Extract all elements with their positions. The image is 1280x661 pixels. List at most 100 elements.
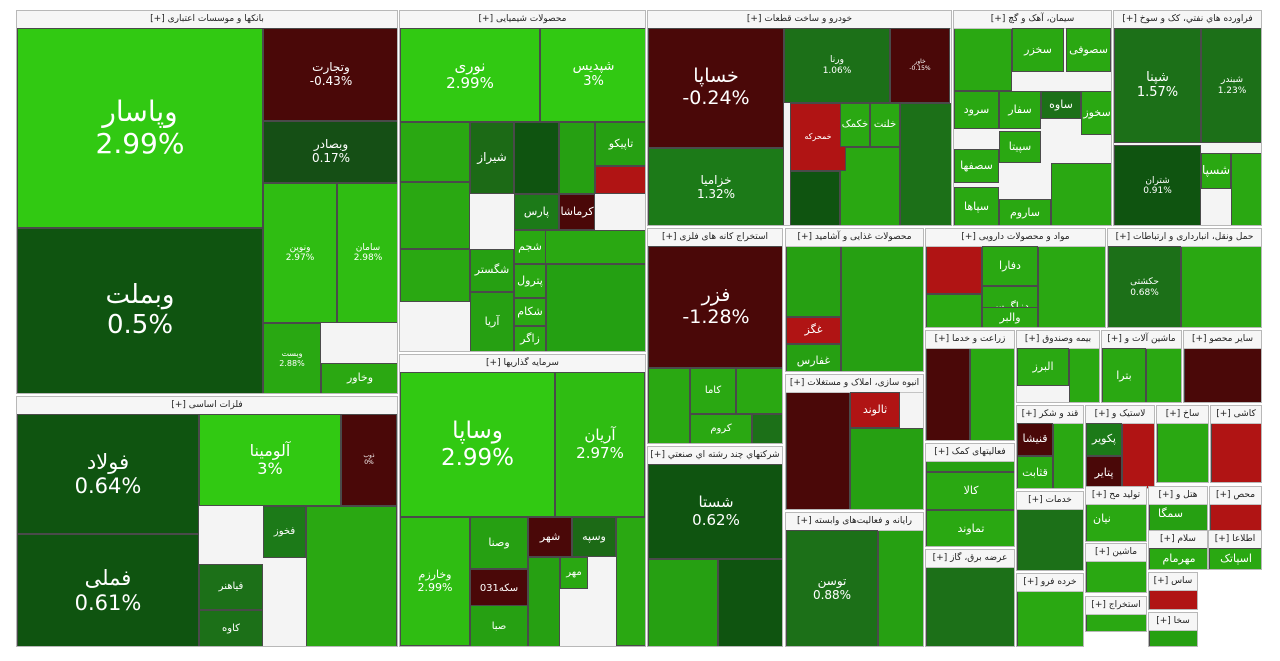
stock-tile[interactable]: خلنت [870, 103, 900, 147]
stock-tile[interactable]: پکویر [1086, 423, 1122, 456]
stock-tile[interactable]: توسن 0.88% [786, 530, 878, 646]
sector-24[interactable]: کاشی [+] [1210, 405, 1262, 483]
stock-cell[interactable] [306, 506, 397, 646]
stock-cell[interactable] [790, 171, 840, 225]
sector-10[interactable]: مواد و محصولات دارویی [+]دفارادزاگرسوالب… [925, 228, 1106, 328]
stock-cell[interactable] [400, 122, 470, 182]
stock-cell[interactable] [752, 414, 782, 443]
stock-tile[interactable]: مهر [560, 557, 588, 589]
sector-header[interactable]: ساس [+] [1149, 573, 1197, 591]
stock-tile[interactable]: وخاور [321, 363, 397, 393]
stock-tile[interactable]: کاوه [199, 610, 263, 646]
stock-tile[interactable]: تماوند [926, 510, 1014, 546]
stock-cell[interactable] [1038, 246, 1105, 327]
stock-tile[interactable]: ثالوند [850, 392, 900, 428]
stock-cell[interactable] [1086, 504, 1146, 541]
stock-cell[interactable] [1069, 348, 1099, 402]
stock-cell[interactable] [1086, 561, 1146, 592]
stock-tile[interactable]: ذوب 0% [341, 414, 397, 506]
sector-header[interactable]: سیمان، آهک و گچ [+] [954, 11, 1111, 29]
stock-cell[interactable] [840, 147, 900, 225]
sector-7[interactable]: استخراج کانه های فلزی [+] فزر -1.28% کاما کر… [647, 228, 783, 444]
stock-tile[interactable]: مهرمام [1149, 548, 1207, 569]
stock-tile[interactable]: سپاها [954, 187, 999, 225]
stock-tile[interactable]: البرز [1017, 348, 1069, 386]
sector-2[interactable]: خودرو و ساخت قطعات [+] خساپا -0.24% خزامیا 1… [647, 10, 952, 226]
stock-cell[interactable] [926, 461, 1014, 472]
stock-cell[interactable] [648, 559, 718, 646]
sector-17[interactable]: ماشین آلات و [+] بترا [1101, 330, 1182, 403]
sector-header[interactable]: اطلاعا [+] [1209, 531, 1261, 549]
stock-tile[interactable]: دفارا [982, 246, 1038, 286]
stock-tile[interactable]: قنیشا [1017, 423, 1053, 456]
sector-header[interactable]: ماشین آلات و [+] [1102, 331, 1181, 349]
stock-cell[interactable] [1017, 591, 1083, 646]
stock-tile[interactable]: خاور -0.15% [890, 28, 950, 103]
sector-header[interactable]: خودرو و ساخت قطعات [+] [648, 11, 951, 29]
sector-34[interactable]: سخا [+] [1148, 612, 1198, 647]
sector-header[interactable]: محصولات شیمیایی [+] [400, 11, 645, 29]
sector-31[interactable]: ماشین [+] [1085, 543, 1147, 593]
stock-tile[interactable]: فملی 0.61% [17, 534, 199, 646]
stock-tile[interactable]: زاگر [514, 326, 546, 351]
stock-tile[interactable]: شپدیس 3% [540, 28, 645, 122]
stock-cell[interactable] [926, 567, 1014, 646]
stock-tile[interactable]: قثابت [1017, 456, 1053, 488]
stock-cell[interactable] [1086, 614, 1146, 631]
stock-cell[interactable] [1122, 423, 1154, 488]
sector-18[interactable]: بیمه وصندوق [+] البرز [1016, 330, 1100, 403]
sector-header[interactable]: قند و شکر [+] [1017, 406, 1083, 424]
sector-header[interactable]: کاشی [+] [1211, 406, 1261, 424]
sector-header[interactable]: لاستیک و [+] [1086, 406, 1154, 424]
stock-cell[interactable] [926, 294, 982, 327]
sector-6[interactable]: سرمایه گذاریها [+] وساپا 2.99% آریان 2.97% وخ… [399, 354, 646, 647]
stock-tile[interactable]: آریا [470, 292, 514, 351]
sector-30[interactable]: سلام [+] مهرمام [1148, 530, 1208, 570]
sector-16[interactable]: لاستیک و [+] پکویر پتایر [1085, 405, 1155, 489]
stock-tile[interactable]: کالا [926, 472, 1014, 510]
stock-cell[interactable] [1017, 509, 1083, 570]
sector-header[interactable]: سخا [+] [1149, 613, 1197, 631]
stock-tile[interactable]: ساوه [1041, 91, 1081, 119]
stock-cell[interactable] [559, 122, 595, 194]
stock-cell[interactable] [970, 348, 1014, 440]
stock-tile[interactable]: خساپا -0.24% [648, 28, 784, 148]
sector-header[interactable]: بیمه وصندوق [+] [1017, 331, 1099, 349]
stock-tile[interactable]: شسپا [1201, 153, 1231, 189]
stock-tile[interactable]: وسپه [572, 517, 616, 557]
sector-11[interactable]: حمل ونقل، انبارداری و ارتباطات [+] حکشتی 0… [1107, 228, 1262, 328]
stock-tile[interactable]: شپنا 1.57% [1114, 28, 1201, 143]
stock-tile[interactable]: فزر -1.28% [648, 246, 782, 368]
stock-cell[interactable] [926, 348, 970, 440]
stock-cell[interactable] [546, 264, 645, 351]
sector-9[interactable]: محصولات غذایی و آشامید [+] غگز غفارس [785, 228, 924, 372]
stock-cell[interactable] [900, 103, 951, 225]
stock-cell[interactable] [954, 28, 1012, 91]
stock-cell[interactable] [616, 517, 645, 646]
sector-header[interactable]: فعالیتهای کمک [+] [926, 444, 1014, 462]
stock-cell[interactable] [1149, 630, 1197, 646]
stock-tile[interactable]: ساروم [999, 199, 1051, 225]
stock-cell[interactable] [926, 246, 982, 294]
stock-tile[interactable]: سصوفی [1066, 28, 1111, 72]
stock-tile[interactable]: کاما [690, 368, 736, 414]
sector-22[interactable]: خرده فرو [+] [1016, 573, 1084, 647]
sector-5[interactable]: فلزات اساسی [+] فولاد 0.64% فملی 0.61% آلومین… [16, 396, 398, 647]
sector-33[interactable]: استخراج [+] [1085, 596, 1147, 632]
stock-tile[interactable]: سصفها [954, 149, 999, 183]
stock-tile[interactable]: وساپا 2.99% [400, 372, 555, 517]
stock-cell[interactable] [1184, 348, 1261, 402]
stock-tile[interactable]: پارس [514, 194, 559, 230]
sector-13[interactable]: رایانه و فعالیت‌های وابسته [+] توسن 0.88% [785, 512, 924, 647]
sector-header[interactable]: استخراج [+] [1086, 597, 1146, 615]
sector-header[interactable]: سایر محصو [+] [1184, 331, 1261, 349]
stock-cell[interactable] [514, 122, 559, 194]
stock-cell[interactable] [595, 166, 645, 194]
stock-tile[interactable]: فولاد 0.64% [17, 414, 199, 534]
sector-19[interactable]: زراعت و خدما [+] [925, 330, 1015, 441]
stock-tile[interactable]: شکام [514, 298, 546, 326]
stock-tile[interactable]: نوری 2.99% [400, 28, 540, 122]
sector-8[interactable]: شرکتهاي چند رشته اي صنعتي [+] شستا 0.62% [647, 446, 783, 647]
stock-tile[interactable]: وبصادر 0.17% [263, 121, 397, 183]
stock-cell[interactable] [786, 246, 841, 317]
